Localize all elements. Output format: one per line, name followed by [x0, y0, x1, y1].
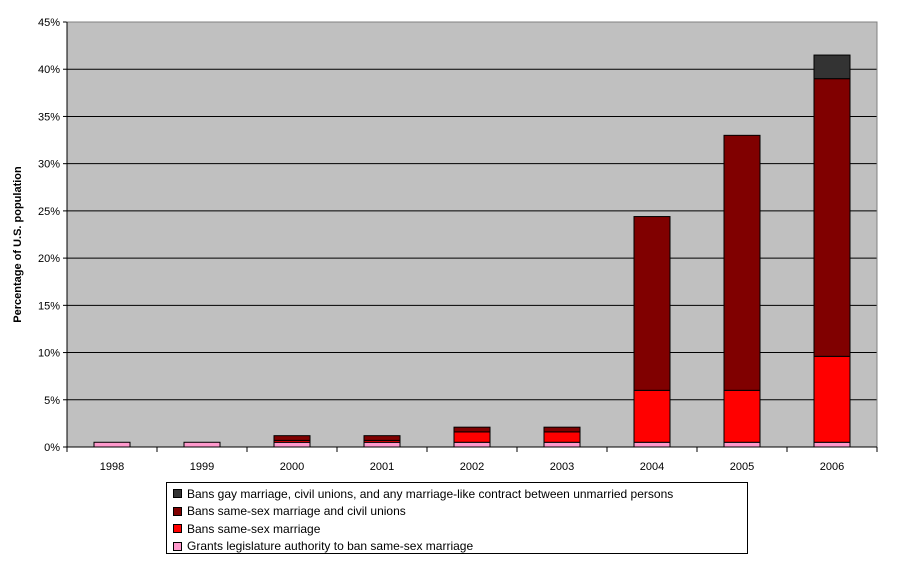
bar-segment: [813, 441, 851, 448]
bar-segment: [723, 134, 761, 391]
x-tick-label: 2002: [460, 461, 484, 473]
legend-swatch: [173, 541, 182, 551]
legend-label: Bans same-sex marriage: [187, 521, 321, 536]
legend-swatch: [173, 506, 182, 516]
x-tick-label: 2000: [280, 461, 304, 473]
legend-label: Grants legislature authority to ban same…: [187, 539, 474, 554]
bar-segment: [543, 441, 581, 448]
bar-segment: [183, 441, 221, 448]
bar-segment: [273, 435, 311, 441]
bar-segment: [543, 431, 581, 443]
legend-swatch: [173, 489, 182, 499]
y-tick-label: 0%: [44, 442, 60, 454]
legend-label: Bans same-sex marriage and civil unions: [187, 504, 406, 519]
y-tick-label: 15%: [38, 300, 60, 312]
bar-segment: [363, 441, 401, 448]
x-tick-label: 1998: [100, 461, 124, 473]
bar-segment: [813, 355, 851, 443]
bar-segment: [633, 441, 671, 448]
y-tick-label: 40%: [38, 64, 60, 76]
legend: Bans gay marriage, civil unions, and any…: [166, 482, 748, 554]
legend-item: Bans gay marriage, civil unions, and any…: [173, 485, 747, 503]
bar-segment: [813, 78, 851, 357]
legend-item: Bans same-sex marriage: [173, 520, 747, 538]
bar-segment: [453, 426, 491, 433]
y-tick-label: 10%: [38, 348, 60, 360]
bar-segment: [453, 441, 491, 448]
legend-swatch: [173, 524, 182, 534]
x-tick-label: 2004: [640, 461, 664, 473]
bars: [93, 54, 851, 448]
bar-segment: [363, 435, 401, 441]
axes: [63, 21, 878, 452]
x-tick-label: 2005: [730, 461, 754, 473]
y-tick-label: 25%: [38, 206, 60, 218]
bar-segment: [543, 426, 581, 433]
bar-segment: [633, 389, 671, 443]
bar-segment: [273, 441, 311, 448]
x-tick-label: 1999: [190, 461, 214, 473]
legend-item: Bans same-sex marriage and civil unions: [173, 503, 747, 521]
x-tick-label: 2006: [820, 461, 844, 473]
bar-segment: [723, 441, 761, 448]
y-tick-label: 35%: [38, 111, 60, 123]
tick-labels: 0% 5% 10% 15% 20% 25% 30% 35% 40% 45% 1998 1999 2000…: [38, 17, 844, 473]
y-tick-label: 5%: [44, 395, 60, 407]
y-tick-label: 30%: [38, 159, 60, 171]
x-tick-label: 2001: [370, 461, 394, 473]
legend-item: Grants legislature authority to ban same…: [173, 538, 747, 556]
x-tick-label: 2003: [550, 461, 574, 473]
bar-segment: [453, 431, 491, 443]
bar-segment: [633, 216, 671, 391]
y-tick-label: 20%: [38, 253, 60, 265]
bar-segment: [93, 441, 131, 448]
bar-segment: [813, 54, 851, 80]
legend-label: Bans gay marriage, civil unions, and any…: [187, 486, 674, 501]
y-tick-label: 45%: [38, 17, 60, 29]
y-axis-title: Percentage of U.S. population: [12, 166, 24, 323]
bar-segment: [723, 389, 761, 443]
